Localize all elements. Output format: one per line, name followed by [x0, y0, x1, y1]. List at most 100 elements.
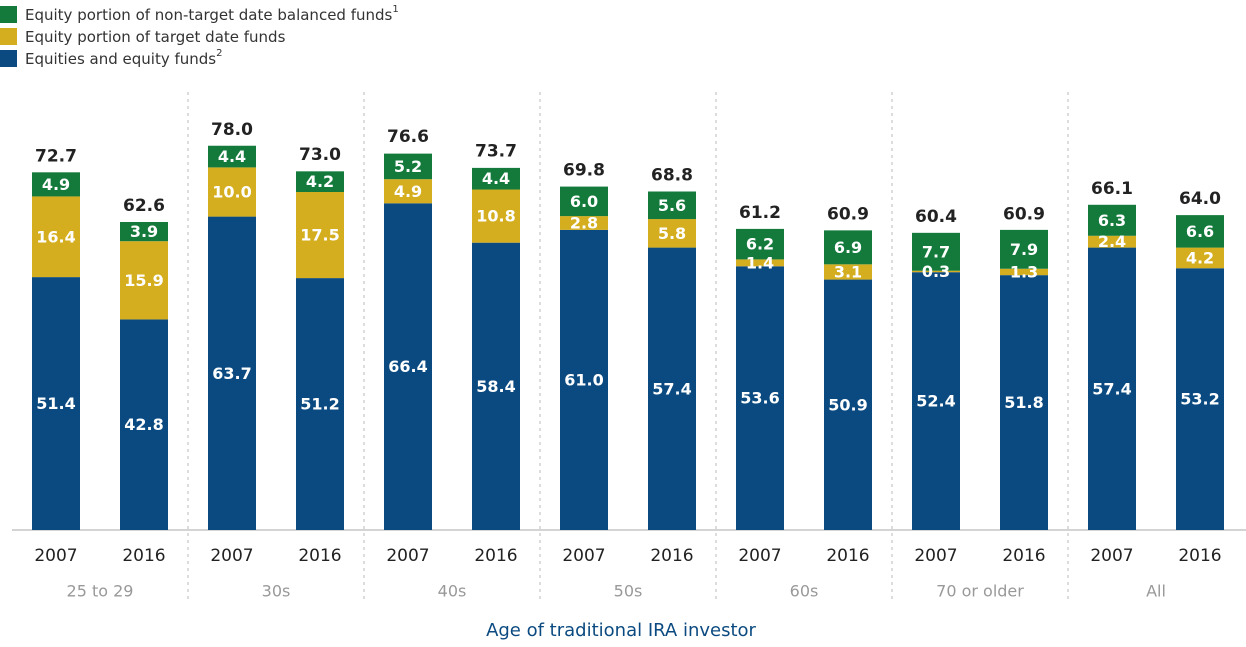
- total-label: 72.7: [35, 146, 77, 166]
- legend-name: Equity portion of non-target date balanc…: [25, 6, 393, 24]
- bar-segment: [1088, 235, 1136, 248]
- bar-segment: [296, 278, 344, 530]
- total-label: 76.6: [387, 127, 429, 147]
- segment-label: 10.0: [212, 182, 251, 201]
- x-tick-label: 2007: [914, 546, 957, 566]
- bar-segment: [648, 219, 696, 248]
- total-label: 60.4: [915, 207, 957, 227]
- bar-segment: [208, 145, 256, 168]
- x-tick-label: 2007: [738, 546, 781, 566]
- segment-label: 6.3: [1098, 211, 1126, 230]
- segment-label: 50.9: [828, 395, 867, 414]
- bar-segment: [1176, 215, 1224, 248]
- segment-label: 3.9: [130, 222, 158, 241]
- bar-segment: [912, 272, 960, 530]
- segment-label: 63.7: [212, 364, 251, 383]
- bar-segment: [560, 186, 608, 217]
- segment-label: 53.6: [740, 389, 779, 408]
- bar-segment: [1176, 247, 1224, 269]
- segment-label: 6.6: [1186, 222, 1214, 241]
- segment-label: 0.3: [922, 262, 950, 281]
- total-label: 73.0: [299, 145, 341, 165]
- total-label: 62.6: [123, 196, 165, 216]
- bar-segment: [208, 216, 256, 530]
- segment-label: 3.1: [834, 262, 862, 281]
- bar-segment: [32, 277, 80, 530]
- group-label: 25 to 29: [67, 582, 134, 601]
- segment-label: 4.4: [218, 147, 246, 166]
- x-tick-label: 2016: [1002, 546, 1045, 566]
- segment-label: 4.4: [482, 169, 510, 188]
- total-label: 64.0: [1179, 189, 1221, 209]
- legend-label: Equity portion of non-target date balanc…: [25, 4, 399, 24]
- bar-segment: [1000, 229, 1048, 269]
- bar-segment: [120, 222, 168, 242]
- bar-segment: [384, 153, 432, 180]
- x-tick-label: 2016: [1178, 546, 1221, 566]
- x-tick-label: 2007: [562, 546, 605, 566]
- bar-segment: [32, 172, 80, 197]
- x-tick-label: 2016: [122, 546, 165, 566]
- bar-segment: [736, 259, 784, 267]
- bar-segment: [384, 203, 432, 530]
- legend-label: Equity portion of target date funds: [25, 28, 286, 46]
- group-label: 50s: [614, 582, 643, 601]
- bar-segment: [736, 266, 784, 530]
- segment-label: 52.4: [916, 392, 955, 411]
- segment-label: 1.4: [746, 253, 774, 272]
- segment-label: 16.4: [36, 227, 75, 246]
- bar-segment: [296, 191, 344, 279]
- segment-label: 51.2: [300, 395, 339, 414]
- segment-label: 6.2: [746, 235, 774, 254]
- x-tick-label: 2016: [298, 546, 341, 566]
- legend-name: Equity portion of target date funds: [25, 28, 286, 46]
- bar-segment: [120, 319, 168, 530]
- legend-note: 2: [216, 48, 222, 59]
- segment-label: 4.9: [394, 182, 422, 201]
- bar-segment: [824, 230, 872, 265]
- segment-label: 57.4: [1092, 379, 1131, 398]
- legend-swatch: [0, 50, 17, 67]
- bar-segment: [1088, 204, 1136, 236]
- bar-segment: [120, 241, 168, 320]
- group-label: 40s: [438, 582, 467, 601]
- x-tick-label: 2016: [474, 546, 517, 566]
- segment-label: 7.9: [1010, 240, 1038, 259]
- group-label: All: [1146, 582, 1166, 601]
- segment-label: 6.0: [570, 192, 598, 211]
- segment-label: 15.9: [124, 271, 163, 290]
- segment-label: 58.4: [476, 377, 515, 396]
- legend-label: Equities and equity funds2: [25, 48, 222, 68]
- legend-name: Equities and equity funds: [25, 50, 216, 68]
- segment-label: 2.8: [570, 213, 598, 232]
- bar-segment: [32, 196, 80, 278]
- x-tick-label: 2016: [826, 546, 869, 566]
- segment-label: 5.8: [658, 224, 686, 243]
- segment-label: 5.6: [658, 196, 686, 215]
- segment-label: 6.9: [834, 238, 862, 257]
- bar-segment: [824, 279, 872, 530]
- segment-label: 4.9: [42, 175, 70, 194]
- x-axis-title: Age of traditional IRA investor: [486, 620, 756, 641]
- segment-label: 2.4: [1098, 232, 1126, 251]
- segment-label: 10.8: [476, 207, 515, 226]
- group-label: 70 or older: [936, 582, 1024, 601]
- bar-segment: [824, 264, 872, 280]
- segment-label: 4.2: [306, 172, 334, 191]
- total-label: 61.2: [739, 203, 781, 223]
- segment-label: 17.5: [300, 226, 339, 245]
- total-label: 60.9: [1003, 204, 1045, 224]
- segment-label: 61.0: [564, 370, 603, 389]
- total-label: 78.0: [211, 120, 253, 140]
- bar-segment: [912, 232, 960, 271]
- group-label: 30s: [262, 582, 291, 601]
- bar-segment: [560, 216, 608, 230]
- segment-label: 53.2: [1180, 390, 1219, 409]
- x-tick-label: 2016: [650, 546, 693, 566]
- bar-segment: [208, 167, 256, 217]
- segment-label: 4.2: [1186, 248, 1214, 267]
- total-label: 66.1: [1091, 179, 1133, 199]
- bar-segment: [296, 171, 344, 192]
- total-label: 60.9: [827, 204, 869, 224]
- bar-segment: [560, 229, 608, 530]
